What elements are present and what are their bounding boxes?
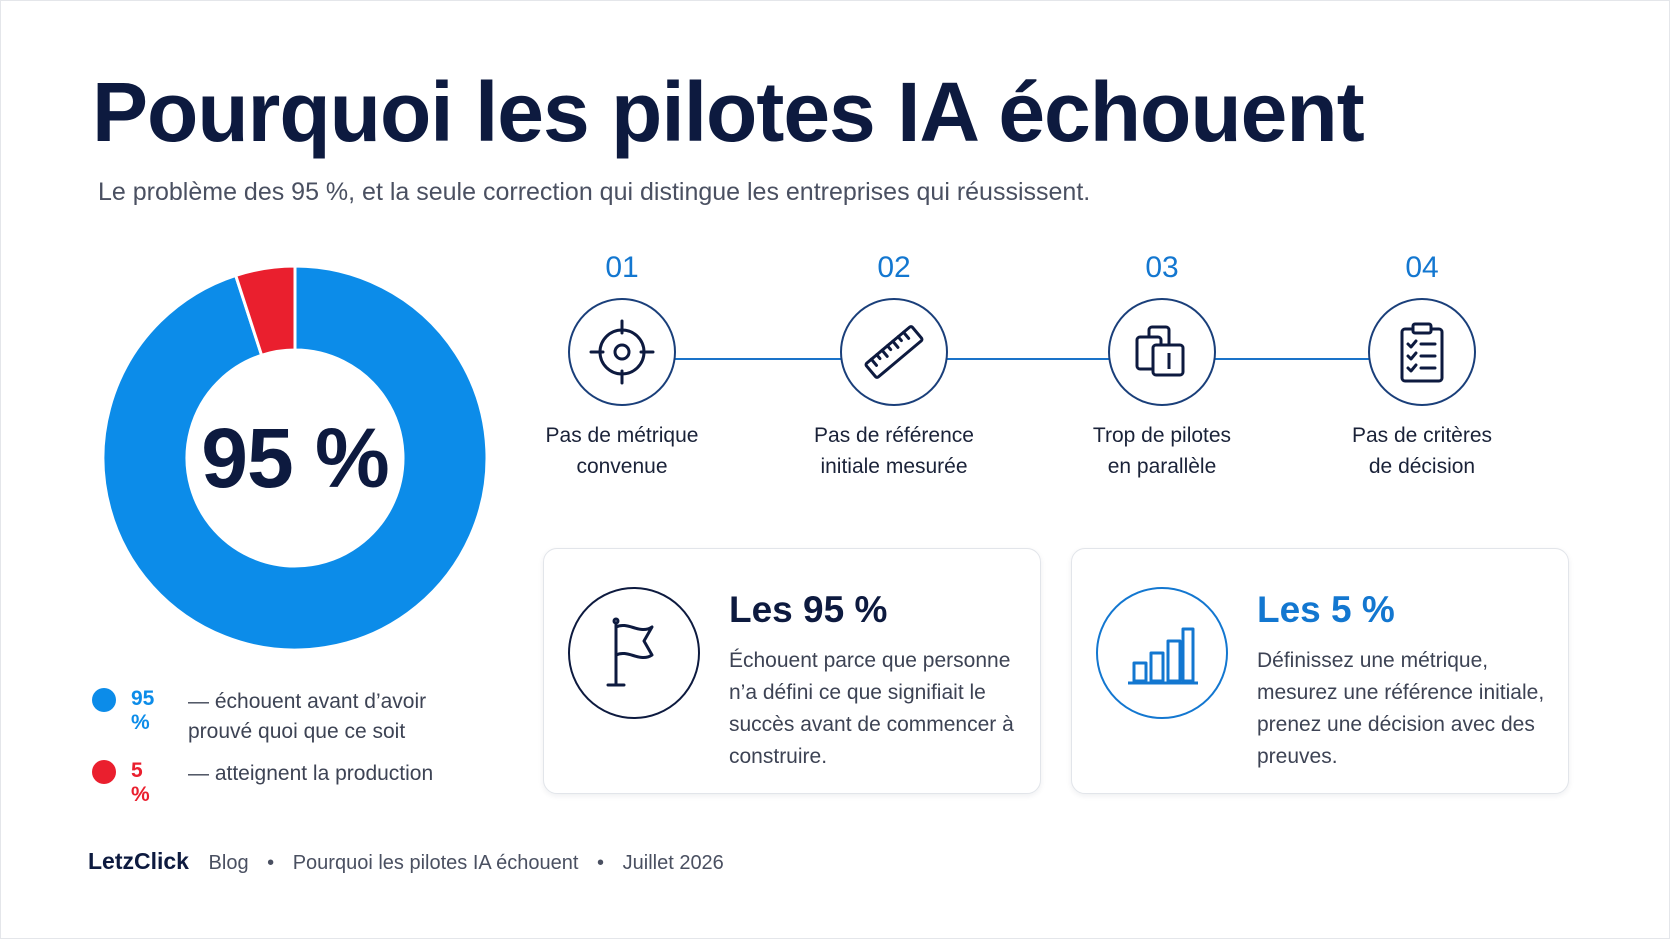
footer: LetzClick Blog • Pourquoi les pilotes IA… <box>88 848 724 875</box>
step-number: 04 <box>1405 251 1439 284</box>
legend-dot-red <box>92 760 116 784</box>
donut-center-label: 95 % <box>201 410 389 505</box>
step-number: 01 <box>605 251 639 284</box>
card-5-percent: Les 5 % Définissez une métrique, mesurez… <box>1071 548 1569 794</box>
step-icon-circle <box>568 298 676 406</box>
card-text: Échouent parce que personne n’a défini c… <box>729 649 1014 768</box>
legend-value: 5 % <box>131 759 150 806</box>
footer-separator: • <box>267 852 275 874</box>
card-text: Définissez une métrique, mesurez une réf… <box>1257 649 1545 768</box>
donut-segment <box>233 264 297 358</box>
donut-segment <box>101 264 489 652</box>
legend-dot-blue <box>92 688 116 712</box>
step-number: 03 <box>1145 251 1179 284</box>
card-95-percent: Les 95 % Échouent parce que personne n’a… <box>543 548 1041 794</box>
step-label: Trop de pilotes en parallèle <box>1092 424 1232 478</box>
page-subtitle: Le problème des 95 %, et la seule correc… <box>98 178 1091 206</box>
ruler-icon <box>864 325 924 379</box>
step-label: Pas de métrique convenue <box>545 424 699 478</box>
donut-chart <box>101 264 489 652</box>
footer-separator: • <box>597 852 605 874</box>
legend-text: — atteignent la production <box>188 762 434 785</box>
steps-timeline: 01 Pas de métrique convenue 02 <box>546 250 1590 510</box>
card-icon-circle <box>1096 587 1228 719</box>
footer-article: Pourquoi les pilotes IA échouent <box>292 852 579 874</box>
step-01: 01 Pas de métrique convenue <box>502 250 742 482</box>
step-02: 02 Pas de référence initiale mesurée <box>774 250 1014 482</box>
card-title: Les 5 % <box>1257 589 1395 630</box>
target-icon <box>589 319 655 385</box>
step-03: 03 Trop de pilotes en parallèle <box>1042 250 1282 482</box>
step-icon-circle <box>1368 298 1476 406</box>
legend-value: 95 % <box>131 687 155 734</box>
bar-chart-icon <box>1128 627 1198 685</box>
step-icon-circle <box>840 298 948 406</box>
page-title: Pourquoi les pilotes IA échouent <box>92 65 1365 159</box>
stacked-copies-icon <box>1135 325 1185 377</box>
flag-icon <box>606 617 654 687</box>
step-04: 04 Pas de critères de décision <box>1302 250 1542 482</box>
step-icon-circle <box>1108 298 1216 406</box>
card-icon-circle <box>568 587 700 719</box>
footer-section: Blog <box>208 852 249 874</box>
step-number: 02 <box>877 251 911 284</box>
step-label: Pas de référence initiale mesurée <box>814 424 974 478</box>
brand-logo: LetzClick <box>88 848 189 874</box>
step-label: Pas de critères de décision <box>1351 424 1493 478</box>
clipboard-checklist-icon <box>1400 322 1444 383</box>
timeline-connector <box>670 358 1460 360</box>
footer-date: Juillet 2026 <box>622 852 724 874</box>
card-title: Les 95 % <box>729 589 888 630</box>
legend-text: — échouent avant d’avoir prouvé quoi que… <box>188 690 427 743</box>
